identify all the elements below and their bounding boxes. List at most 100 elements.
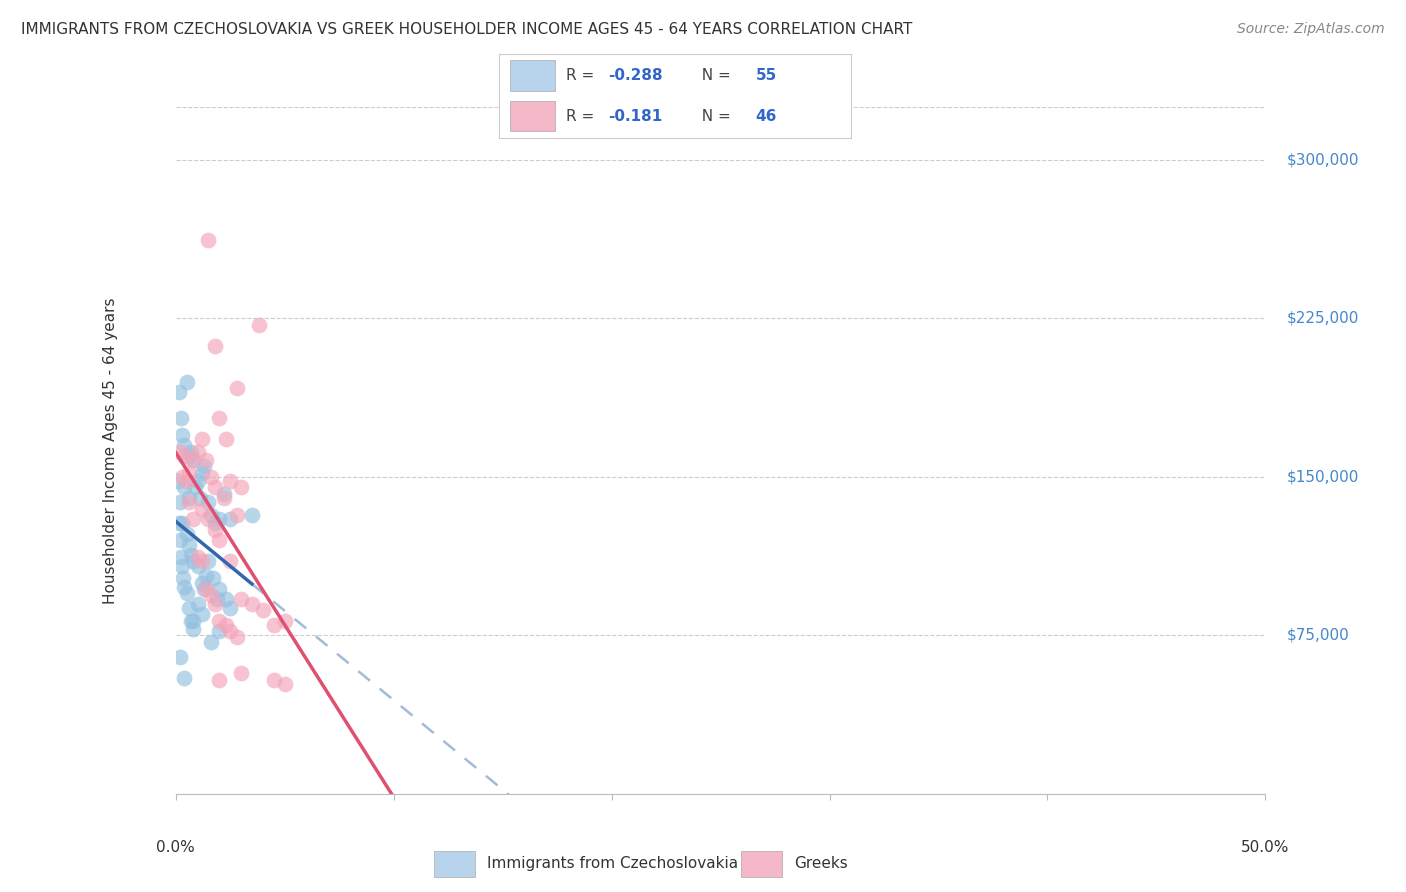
Point (173, 438, 195, 452)
Point (240, 597, 263, 611)
Point (186, 558, 209, 573)
Point (263, 617, 285, 632)
Point (274, 677, 297, 691)
Point (204, 339, 226, 353)
Point (204, 597, 226, 611)
Point (169, 444, 191, 458)
Point (180, 614, 202, 628)
Point (204, 523, 226, 537)
Point (177, 449, 200, 463)
Point (204, 480, 226, 494)
Point (167, 516, 190, 531)
Bar (510, 61, 555, 91)
Point (205, 592, 228, 607)
Point (195, 453, 218, 467)
Point (215, 592, 238, 607)
Point (186, 550, 209, 565)
Point (193, 459, 215, 474)
Point (173, 580, 195, 594)
Point (208, 533, 231, 548)
Point (212, 487, 235, 501)
Text: Householder Income Ages 45 - 64 years: Householder Income Ages 45 - 64 years (103, 297, 118, 604)
Point (188, 491, 211, 505)
Text: R =: R = (565, 109, 605, 124)
Point (176, 527, 198, 541)
Point (212, 491, 235, 505)
Point (225, 508, 247, 522)
Point (177, 495, 200, 509)
Point (172, 571, 194, 585)
Point (193, 582, 215, 596)
Point (231, 480, 253, 494)
Text: 0.0%: 0.0% (156, 840, 195, 855)
Point (225, 631, 247, 645)
Point (173, 671, 195, 685)
Point (208, 673, 231, 687)
Point (177, 466, 200, 480)
Point (200, 634, 222, 648)
Point (181, 622, 204, 636)
Bar (510, 101, 555, 131)
Point (208, 512, 231, 526)
Point (252, 603, 274, 617)
Point (208, 614, 231, 628)
Point (201, 571, 224, 585)
Text: N =: N = (693, 68, 737, 83)
Point (191, 575, 214, 590)
Point (191, 432, 214, 446)
Bar (741, 851, 782, 877)
Text: -0.181: -0.181 (609, 109, 662, 124)
Point (191, 607, 214, 622)
Point (167, 474, 190, 488)
Point (219, 512, 242, 526)
Point (173, 480, 195, 494)
Text: 50.0%: 50.0% (1241, 840, 1289, 855)
Point (181, 453, 204, 467)
Point (200, 470, 222, 484)
Point (263, 673, 285, 687)
Point (176, 474, 198, 488)
Point (170, 410, 193, 425)
Point (177, 491, 200, 505)
Text: $300,000: $300,000 (1288, 153, 1360, 168)
Point (219, 601, 242, 615)
Point (240, 508, 263, 522)
Point (186, 597, 209, 611)
Point (215, 617, 238, 632)
Point (172, 558, 194, 573)
Point (197, 512, 219, 526)
Point (208, 624, 231, 639)
Point (172, 427, 194, 442)
Bar (433, 851, 475, 877)
Text: 55: 55 (756, 68, 778, 83)
Point (181, 614, 204, 628)
Point (247, 318, 270, 332)
Text: $225,000: $225,000 (1288, 311, 1360, 326)
Text: Greeks: Greeks (794, 855, 848, 871)
Point (181, 554, 204, 568)
Point (219, 624, 242, 639)
Text: R =: R = (565, 68, 599, 83)
Point (204, 516, 226, 531)
Point (191, 501, 214, 516)
Point (208, 582, 231, 596)
Text: 46: 46 (756, 109, 778, 124)
Point (191, 554, 214, 568)
Point (180, 548, 202, 562)
Text: $75,000: $75,000 (1288, 628, 1350, 643)
Point (169, 533, 191, 548)
Point (176, 586, 198, 600)
Point (167, 385, 190, 400)
Point (186, 474, 209, 488)
Point (197, 233, 219, 247)
Point (200, 588, 222, 602)
Point (180, 444, 202, 458)
Point (172, 470, 194, 484)
Point (231, 592, 253, 607)
Point (169, 495, 191, 509)
Point (184, 480, 207, 494)
Text: N =: N = (693, 109, 737, 124)
Point (169, 649, 191, 664)
Point (176, 375, 198, 389)
Point (197, 495, 219, 509)
